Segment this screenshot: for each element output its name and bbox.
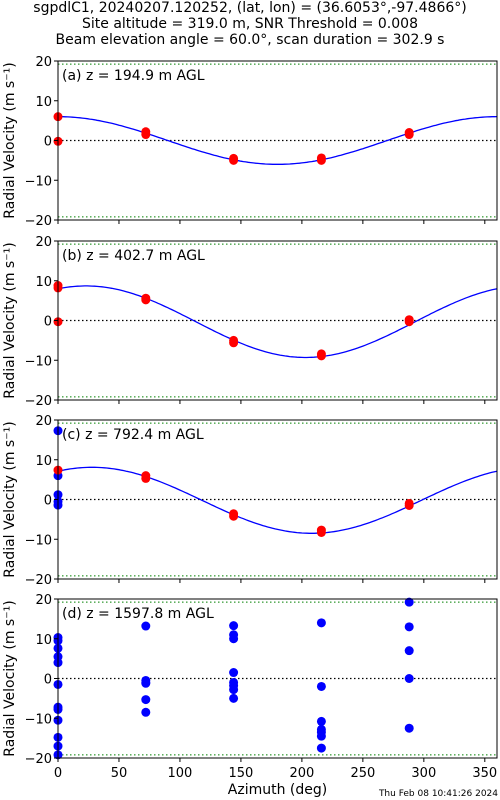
raw-point	[316, 716, 326, 726]
data-point	[229, 155, 239, 165]
raw-point	[316, 743, 326, 753]
title-line-2: Site altitude = 319.0 m, SNR Threshold =…	[82, 16, 418, 32]
raw-point	[404, 597, 414, 607]
data-point	[229, 511, 239, 521]
x-tick-label: 150	[229, 766, 254, 781]
raw-point	[404, 674, 414, 683]
panel-c: −20 −10 0 10 20 (c) z = 792.4 m AGL Radial Vel…	[2, 414, 498, 588]
raw-point	[229, 668, 239, 678]
y-tick-label: 20	[35, 55, 52, 70]
y-tick-label: 0	[44, 315, 52, 330]
raw-point	[404, 646, 414, 656]
raw-point	[141, 707, 151, 717]
y-tick-label: 0	[44, 494, 52, 509]
x-tick-label: 250	[350, 766, 375, 781]
panel-a: −20 −10 0 10 20 (a) z = 194.9 m AGL Radial Vel…	[2, 55, 498, 229]
y-axis-label: Radial Velocity (m s⁻¹)	[2, 600, 18, 756]
data-point	[404, 500, 414, 510]
y-tick-label: −10	[25, 712, 52, 727]
raw-point	[316, 618, 326, 628]
y-axis-label: Radial Velocity (m s⁻¹)	[2, 421, 18, 577]
y-axis-label: Radial Velocity (m s⁻¹)	[2, 62, 18, 218]
y-tick-label: −20	[25, 214, 52, 229]
x-tick-label: 50	[111, 766, 128, 781]
y-tick-label: 20	[35, 414, 52, 429]
raw-point	[316, 681, 326, 691]
raw-point	[229, 685, 239, 695]
y-tick-label: 10	[35, 275, 52, 290]
title-line-3: Beam elevation angle = 60.0°, scan durat…	[55, 32, 445, 48]
y-tick-label: 10	[35, 633, 52, 648]
y-tick-label: 20	[35, 235, 52, 250]
y-tick-label: −20	[25, 573, 52, 588]
x-tick-label: 350	[472, 766, 497, 781]
y-tick-label: 0	[44, 135, 52, 150]
data-point	[316, 351, 326, 361]
raw-point	[404, 622, 414, 632]
data-point	[229, 338, 239, 348]
panel-b: −20 −10 0 10 20 (b) z = 402.7 m AGL Radial Vel…	[2, 235, 498, 409]
x-tick-label: 300	[411, 766, 436, 781]
data-point	[404, 317, 414, 327]
fit-curve	[58, 285, 497, 359]
title-line-1: sgpdlC1, 20240207.120252, (lat, lon) = (…	[33, 0, 467, 16]
y-tick-label: −10	[25, 354, 52, 369]
data-point	[141, 473, 151, 483]
raw-point	[229, 634, 239, 644]
y-tick-label: −10	[25, 533, 52, 548]
plot-timestamp: Thu Feb 08 10:41:26 2024	[378, 789, 498, 799]
y-tick-label: 0	[44, 673, 52, 688]
data-point	[316, 155, 326, 165]
raw-point	[141, 621, 151, 631]
raw-point	[141, 695, 151, 705]
raw-point	[316, 731, 326, 741]
raw-point	[404, 723, 414, 733]
data-point	[141, 295, 151, 305]
fit-curve	[58, 115, 497, 165]
x-tick-label: 100	[168, 766, 193, 781]
panel-label: (d) z = 1597.8 m AGL	[62, 606, 214, 622]
raw-point	[229, 621, 239, 631]
raw-point	[141, 677, 151, 687]
y-tick-label: 10	[35, 95, 52, 110]
y-tick-label: 10	[35, 454, 52, 469]
data-point	[404, 130, 414, 140]
y-tick-label: −20	[25, 752, 52, 767]
y-tick-label: 20	[35, 593, 52, 608]
x-axis-label: Azimuth (deg)	[228, 782, 327, 798]
x-tick-label: 200	[289, 766, 314, 781]
fit-curve	[58, 466, 497, 534]
data-point	[141, 130, 151, 140]
panel-label: (a) z = 194.9 m AGL	[62, 68, 205, 84]
data-point	[316, 527, 326, 537]
panel-label: (b) z = 402.7 m AGL	[62, 248, 205, 264]
y-tick-label: −20	[25, 394, 52, 409]
raw-point	[229, 693, 239, 703]
panel-label: (c) z = 792.4 m AGL	[62, 427, 204, 443]
y-axis-label: Radial Velocity (m s⁻¹)	[2, 242, 18, 398]
x-tick-label: 0	[54, 766, 62, 781]
y-tick-label: −10	[25, 174, 52, 189]
